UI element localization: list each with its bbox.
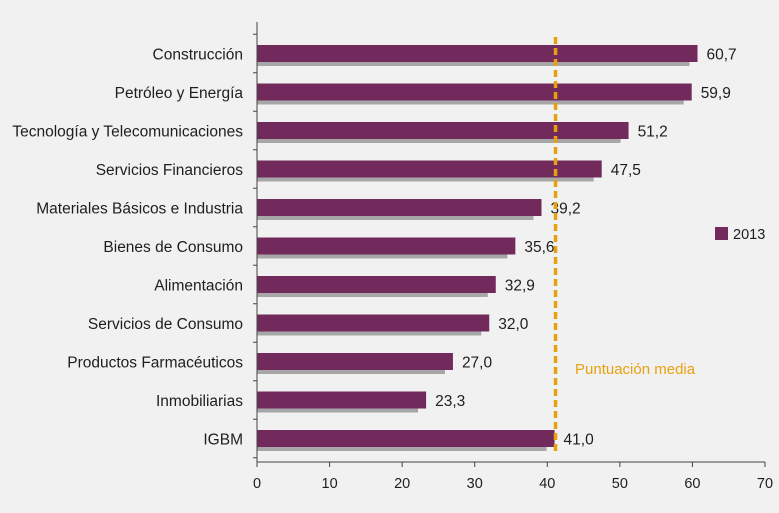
value-label: 60,7 — [707, 47, 737, 64]
x-tick-label: 10 — [322, 476, 338, 492]
category-labels: Construcción Petróleo y Energía Tecnología… — [12, 47, 243, 449]
axes — [253, 22, 765, 463]
bar — [257, 45, 698, 62]
category-label: Productos Farmacéuticos — [67, 355, 243, 372]
average-reference-label: Puntuación media — [575, 361, 696, 378]
bar — [257, 122, 629, 139]
value-label: 23,3 — [435, 393, 465, 410]
value-label: 41,0 — [564, 432, 595, 449]
category-label: Construcción — [153, 47, 243, 64]
legend: 2013 — [715, 227, 765, 243]
value-labels: 60,7 59,9 51,2 47,5 39,2 35,6 32,9 32,0 27,0 23,3… — [435, 47, 737, 449]
x-tick-label: 60 — [684, 476, 700, 492]
bar — [257, 391, 427, 409]
bar — [257, 160, 602, 178]
bars — [257, 45, 698, 447]
category-label: Petróleo y Energía — [115, 85, 244, 102]
value-label: 35,6 — [524, 239, 554, 256]
category-label: Servicios Financieros — [96, 162, 244, 179]
category-label: IGBM — [203, 432, 243, 449]
x-tick-label: 50 — [612, 476, 628, 492]
x-tick-label: 40 — [539, 476, 555, 492]
x-tick-label: 70 — [757, 476, 773, 492]
x-tick-label: 30 — [467, 476, 483, 492]
x-axis-ticks: 0 10 20 30 40 50 60 70 — [253, 462, 773, 492]
x-tick-label: 0 — [253, 476, 261, 492]
bar — [257, 199, 542, 216]
bar — [257, 314, 490, 332]
value-label: 32,9 — [505, 278, 535, 295]
category-label: Inmobiliarias — [156, 393, 243, 410]
bar — [257, 276, 496, 293]
legend-label: 2013 — [733, 227, 765, 243]
value-label: 47,5 — [611, 162, 641, 179]
category-label: Bienes de Consumo — [103, 239, 243, 256]
category-label: Alimentación — [154, 278, 243, 295]
value-label: 27,0 — [462, 355, 493, 372]
category-label: Tecnología y Telecomunicaciones — [12, 124, 243, 141]
value-label: 39,2 — [550, 201, 580, 218]
value-label: 59,9 — [701, 85, 731, 102]
value-label: 51,2 — [638, 124, 668, 141]
x-tick-label: 20 — [394, 476, 410, 492]
value-label: 32,0 — [498, 316, 529, 333]
bar — [257, 83, 692, 101]
category-label: Servicios de Consumo — [88, 316, 243, 333]
bar — [257, 430, 555, 447]
bar — [257, 353, 453, 370]
legend-swatch — [715, 227, 728, 240]
bar — [257, 237, 516, 255]
category-label: Materiales Básicos e Industria — [36, 201, 243, 218]
